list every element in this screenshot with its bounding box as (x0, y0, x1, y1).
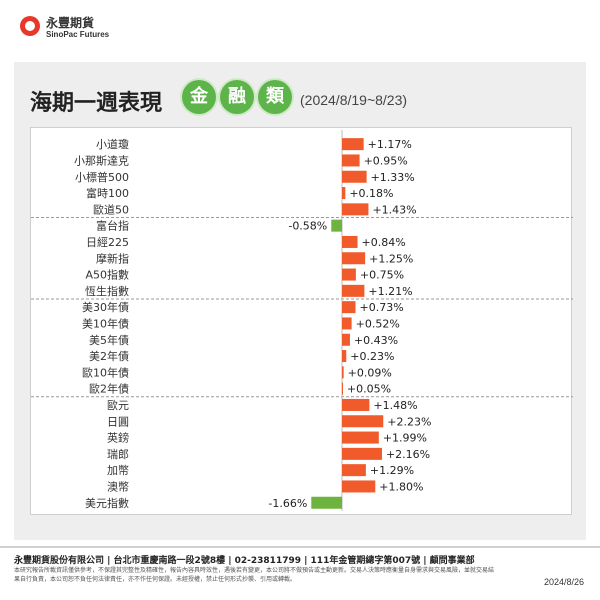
bar-11 (342, 317, 352, 330)
value-label-3: +0.18% (349, 187, 393, 200)
value-label-14: +0.09% (348, 366, 392, 379)
bar-17 (342, 415, 384, 428)
value-label-4: +1.43% (372, 203, 416, 216)
value-label-5: -0.58% (288, 220, 327, 233)
bar-19 (342, 447, 382, 460)
page-title: 海期一週表現 (30, 91, 163, 116)
bar-10 (342, 301, 356, 314)
brand-logo-icon (20, 16, 40, 36)
bar-13 (342, 350, 347, 363)
brand-name-en: SinoPac Futures (46, 30, 110, 39)
category-label-11: 美10年債 (82, 316, 129, 330)
value-label-8: +0.75% (360, 269, 404, 282)
chart-box: 小道瓊 +1.17% 小那斯達克 +0.95% 小標普500 +1.33% 富時100 +0.… (30, 127, 573, 515)
title-badge-2: 融 (220, 80, 254, 114)
category-label-22: 美元指數 (85, 496, 129, 510)
value-label-19: +2.16% (386, 448, 430, 461)
value-label-6: +0.84% (362, 236, 406, 249)
bar-2 (342, 170, 367, 183)
bar-3 (342, 187, 346, 200)
title-badge-3: 類 (258, 80, 292, 114)
footer-date: 2024/8/26 (543, 577, 584, 587)
value-label-2: +1.33% (371, 171, 415, 184)
bar-0 (342, 138, 364, 151)
brand-name-cn: 永豐期貨 (46, 16, 95, 30)
bar-21 (342, 480, 376, 493)
bar-9 (342, 284, 365, 297)
category-label-20: 加幣 (107, 464, 129, 477)
bar-8 (342, 268, 356, 281)
bar-15 (342, 382, 343, 395)
category-label-12: 美5年債 (89, 333, 129, 347)
value-label-12: +0.43% (354, 334, 398, 347)
value-label-11: +0.52% (356, 317, 400, 330)
category-label-3: 富時100 (86, 186, 129, 200)
value-label-10: +0.73% (360, 301, 404, 314)
category-label-19: 瑞郎 (107, 447, 129, 461)
value-label-7: +1.25% (369, 252, 413, 265)
footer-company: 永豐期貨股份有限公司 | 台北市重慶南路一段2號8樓 | 02-23811799… (14, 556, 475, 566)
title-badge-1: 金 (182, 80, 216, 114)
value-label-16: +1.48% (373, 399, 417, 412)
category-label-8: A50指數 (85, 268, 129, 282)
category-label-16: 歐元 (107, 398, 129, 412)
bar-chart: 小道瓊 +1.17% 小那斯達克 +0.95% 小標普500 +1.33% 富時100 +0.… (31, 130, 573, 511)
category-label-1: 小那斯達克 (74, 154, 129, 167)
value-label-22: -1.66% (268, 497, 307, 510)
bar-4 (342, 203, 369, 216)
value-label-20: +1.29% (370, 464, 414, 477)
category-label-15: 歐2年債 (89, 382, 129, 396)
footer-disclaimer: 本研究報告所載資訊僅供參考，不保證其完整性及精確性，報告內容具時效性，遇後若有變… (14, 567, 495, 583)
bar-16 (342, 398, 370, 411)
category-label-4: 歐道50 (93, 202, 129, 216)
category-label-17: 日圓 (107, 415, 129, 428)
value-label-21: +1.80% (379, 480, 423, 493)
category-label-0: 小道瓊 (96, 137, 129, 151)
category-label-21: 澳幣 (107, 480, 129, 493)
top-bar: 永豐期貨 SinoPac Futures (0, 0, 600, 58)
date-range: (2024/8/19~8/23) (300, 92, 408, 108)
bar-12 (342, 333, 350, 346)
value-label-17: +2.23% (387, 415, 431, 428)
bar-6 (342, 235, 358, 248)
category-label-2: 小標普500 (75, 170, 129, 184)
category-label-6: 日經225 (86, 235, 129, 249)
value-label-1: +0.95% (364, 154, 408, 167)
category-label-7: 摩新指 (96, 251, 129, 265)
value-label-9: +1.21% (368, 285, 412, 298)
category-label-13: 美2年債 (89, 349, 129, 363)
value-label-15: +0.05% (347, 383, 391, 396)
bar-5 (331, 219, 342, 232)
value-label-0: +1.17% (368, 138, 412, 151)
category-label-9: 恆生指數 (85, 284, 129, 298)
footer-divider (0, 546, 600, 548)
category-label-5: 富台指 (96, 219, 129, 233)
bar-14 (342, 366, 344, 379)
bar-1 (342, 154, 360, 167)
bar-22 (311, 496, 342, 509)
category-label-18: 英鎊 (107, 431, 129, 445)
category-label-10: 美30年債 (82, 300, 129, 314)
bar-20 (342, 464, 366, 477)
value-label-18: +1.99% (383, 432, 427, 445)
value-label-13: +0.23% (350, 350, 394, 363)
category-label-14: 歐10年債 (82, 365, 129, 379)
bar-18 (342, 431, 379, 444)
bar-7 (342, 252, 366, 265)
